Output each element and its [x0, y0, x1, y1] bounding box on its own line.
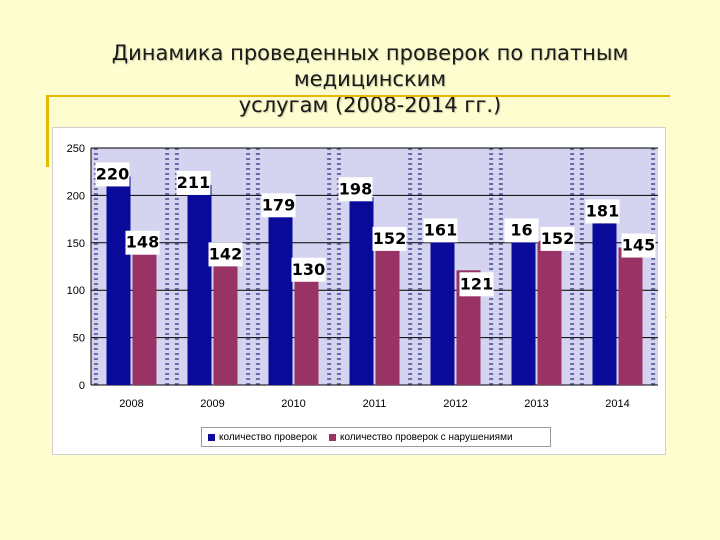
y-tick-label: 100 [67, 285, 85, 297]
slide-title-line-2: услугам (2008-2014 гг.) [238, 93, 502, 117]
data-label-box-checks [585, 199, 620, 224]
legend-label-checks: количество проверок [219, 431, 317, 443]
bar-violations [213, 250, 238, 385]
bar-violations [294, 261, 319, 385]
data-label-box-violations [208, 242, 243, 267]
data-label-violations: 130 [292, 260, 325, 279]
y-tick-label: 0 [79, 380, 85, 392]
data-label-box-checks [261, 193, 296, 218]
data-label-box-checks [423, 218, 458, 243]
bar-checks [268, 215, 293, 385]
slide-title: Динамика проведенных проверок по платным… [60, 40, 680, 118]
data-label-box-violations [540, 226, 575, 251]
data-label-violations: 152 [541, 229, 574, 248]
data-label-box-violations [125, 230, 160, 255]
data-label-checks: 198 [339, 179, 372, 198]
data-label-box-checks [176, 170, 211, 195]
bar-violations [375, 240, 400, 385]
legend-swatch-checks [208, 433, 215, 441]
x-tick-label: 2010 [281, 398, 305, 410]
y-tick-label: 250 [67, 143, 85, 155]
chart-frame: 0 50 100 150 200 250 2008 2009 2010 2011 2012 2013 2… [52, 127, 666, 455]
data-label-checks: 211 [177, 173, 210, 192]
decorative-vertical-line [46, 95, 49, 167]
legend-item-checks: количество проверок [208, 432, 317, 443]
decorative-horizontal-line [48, 95, 670, 97]
y-tick-label: 200 [67, 190, 85, 202]
bar-violations [537, 240, 562, 385]
bar-checks [592, 213, 617, 385]
x-tick-label: 2008 [119, 398, 143, 410]
bar-chart: 0 50 100 150 200 250 2008 2009 2010 2011 2012 2013 2… [67, 143, 658, 410]
data-label-box-violations [621, 233, 656, 258]
x-tick-label: 2009 [200, 398, 224, 410]
data-label-box-violations [291, 257, 326, 282]
y-tick-label: 150 [67, 238, 85, 250]
bar-checks [187, 184, 212, 385]
data-label-checks: 220 [96, 164, 129, 183]
y-tick-label: 50 [73, 333, 85, 345]
data-label-violations: 148 [126, 233, 159, 252]
x-tick-label: 2014 [605, 398, 629, 410]
bar-checks [430, 232, 455, 385]
data-label-box-checks [504, 218, 539, 243]
bar-checks [511, 232, 536, 385]
data-label-violations: 142 [209, 244, 242, 263]
data-label-box-checks [95, 162, 130, 187]
x-tick-label: 2012 [443, 398, 467, 410]
data-label-box-violations [459, 272, 494, 297]
data-label-violations: 152 [373, 229, 406, 248]
legend-label-violations: количество проверок с нарушениями [339, 431, 513, 443]
data-label-violations: 121 [460, 274, 493, 293]
legend-swatch-violations [328, 433, 336, 441]
data-label-checks: 16 [510, 220, 532, 239]
x-tick-label: 2011 [363, 398, 387, 410]
bar-checks [349, 197, 374, 385]
data-label-checks: 161 [424, 220, 457, 239]
legend-item-violations: количество проверок с нарушениями [328, 431, 513, 443]
data-label-violations: 145 [622, 236, 655, 255]
data-label-box-checks [338, 177, 373, 202]
chart-legend: количество проверок количество проверок … [201, 427, 551, 447]
data-label-box-violations [372, 226, 407, 251]
bar-checks [106, 176, 131, 385]
x-tick-label: 2013 [524, 398, 548, 410]
bar-violations [132, 244, 157, 385]
slide-title-line-1: Динамика проведенных проверок по платным… [111, 41, 629, 91]
bar-violations [618, 247, 643, 385]
data-label-checks: 181 [586, 201, 619, 220]
data-label-checks: 179 [262, 195, 295, 214]
